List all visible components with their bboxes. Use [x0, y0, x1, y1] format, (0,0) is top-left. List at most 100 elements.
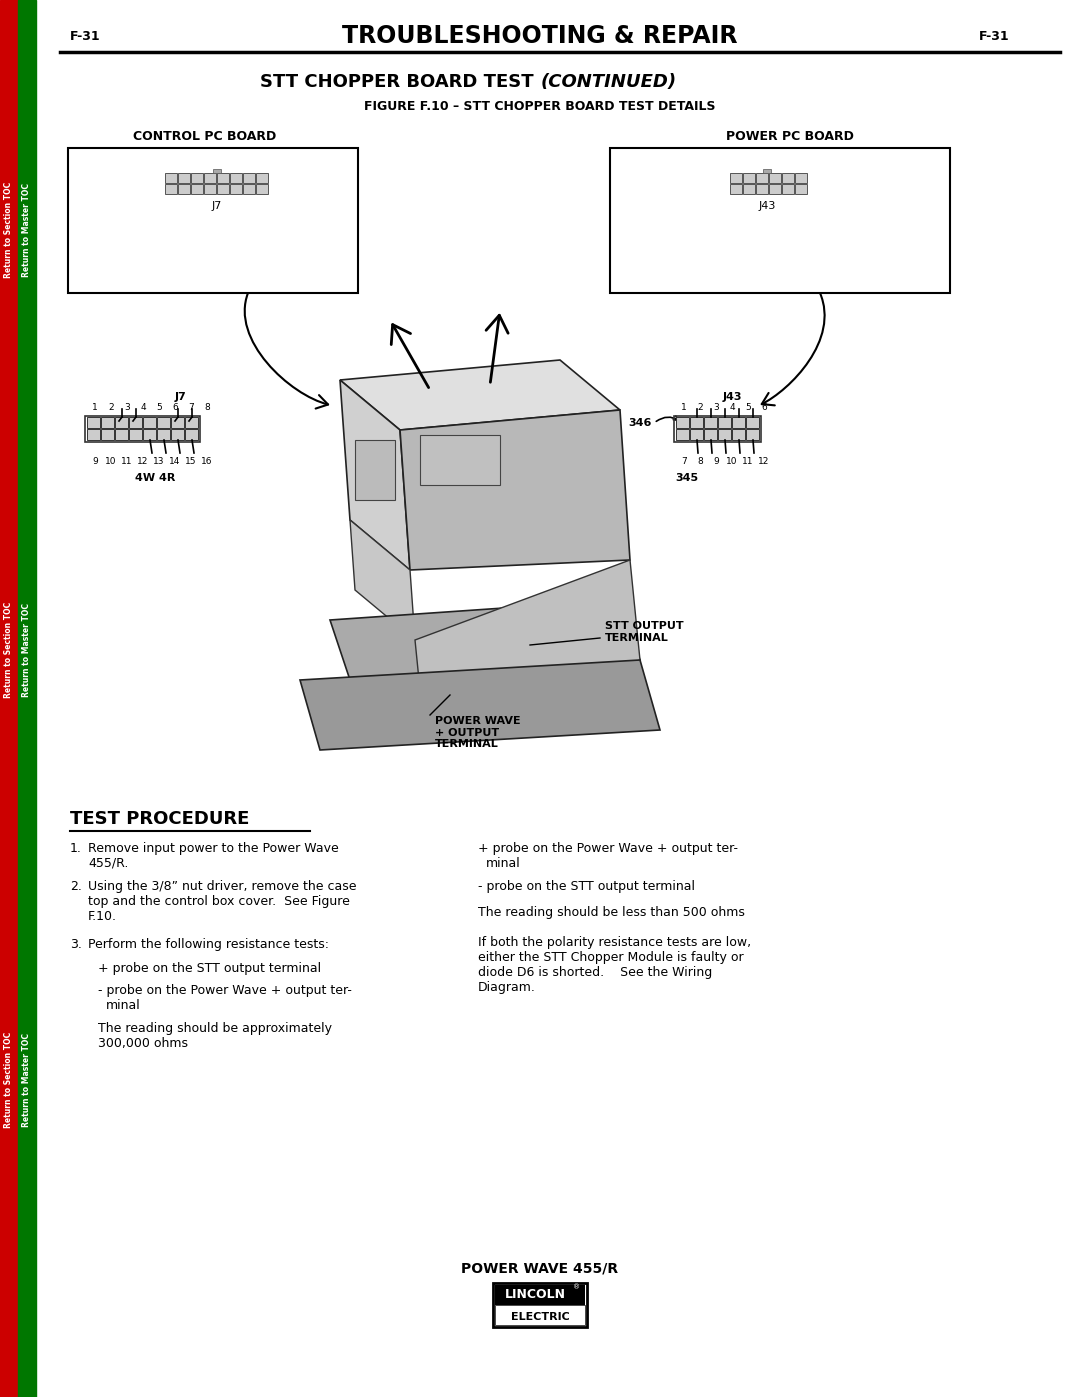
- Text: ELECTRIC: ELECTRIC: [511, 1312, 569, 1322]
- Bar: [704, 429, 717, 440]
- Text: 1: 1: [681, 402, 687, 412]
- Text: ®: ®: [573, 1284, 581, 1289]
- Text: 2.: 2.: [70, 880, 82, 893]
- Text: Using the 3/8” nut driver, remove the case: Using the 3/8” nut driver, remove the ca…: [87, 880, 356, 893]
- Bar: [756, 184, 768, 194]
- Bar: [204, 184, 216, 194]
- Bar: [230, 173, 242, 183]
- Text: 346: 346: [629, 418, 652, 427]
- Text: Perform the following resistance tests:: Perform the following resistance tests:: [87, 937, 329, 951]
- Bar: [191, 184, 203, 194]
- Text: minal: minal: [106, 999, 140, 1011]
- Text: top and the control box cover.  See Figure: top and the control box cover. See Figur…: [87, 895, 350, 908]
- Text: + probe on the Power Wave + output ter-: + probe on the Power Wave + output ter-: [478, 842, 738, 855]
- Text: 8: 8: [697, 457, 703, 467]
- Bar: [217, 173, 229, 183]
- Polygon shape: [400, 409, 630, 570]
- Bar: [756, 173, 768, 183]
- Bar: [674, 416, 761, 441]
- Bar: [114, 429, 129, 440]
- Bar: [87, 416, 100, 427]
- Bar: [495, 1285, 585, 1305]
- Text: Return to Master TOC: Return to Master TOC: [23, 604, 31, 697]
- Bar: [213, 169, 221, 173]
- Text: 4: 4: [729, 402, 734, 412]
- Bar: [676, 416, 689, 427]
- Bar: [690, 429, 703, 440]
- Text: 5: 5: [157, 402, 162, 412]
- Bar: [492, 1282, 588, 1327]
- Bar: [795, 184, 807, 194]
- Text: F-31: F-31: [70, 29, 100, 42]
- Text: STT CHOPPER BOARD TEST: STT CHOPPER BOARD TEST: [260, 73, 540, 91]
- Bar: [165, 184, 177, 194]
- Text: 15: 15: [186, 457, 197, 467]
- Text: 6: 6: [761, 402, 767, 412]
- Polygon shape: [340, 380, 410, 570]
- Bar: [676, 429, 689, 440]
- Text: (CONTINUED): (CONTINUED): [541, 73, 677, 91]
- Text: TEST PROCEDURE: TEST PROCEDURE: [70, 810, 249, 828]
- Bar: [230, 184, 242, 194]
- Text: Return to Master TOC: Return to Master TOC: [23, 1032, 31, 1127]
- Text: Return to Section TOC: Return to Section TOC: [4, 1032, 14, 1129]
- Text: 13: 13: [153, 457, 165, 467]
- Bar: [129, 429, 141, 440]
- Text: POWER WAVE
+ OUTPUT
TERMINAL: POWER WAVE + OUTPUT TERMINAL: [435, 717, 521, 749]
- Text: 3: 3: [124, 402, 130, 412]
- Text: 11: 11: [121, 457, 133, 467]
- Text: 2: 2: [698, 402, 703, 412]
- Bar: [143, 429, 156, 440]
- Bar: [743, 173, 755, 183]
- Bar: [782, 173, 794, 183]
- Text: 1.: 1.: [70, 842, 82, 855]
- Text: 9: 9: [92, 457, 98, 467]
- Text: J43: J43: [758, 201, 775, 211]
- Bar: [191, 173, 203, 183]
- Bar: [68, 148, 357, 293]
- Polygon shape: [340, 360, 620, 430]
- FancyArrowPatch shape: [657, 416, 678, 422]
- Text: If both the polarity resistance tests are low,: If both the polarity resistance tests ar…: [478, 936, 751, 949]
- Text: 14: 14: [170, 457, 180, 467]
- Bar: [495, 1305, 585, 1324]
- Bar: [165, 173, 177, 183]
- Text: 8: 8: [204, 402, 210, 412]
- Text: J7: J7: [212, 201, 222, 211]
- Bar: [178, 173, 190, 183]
- Text: POWER PC BOARD: POWER PC BOARD: [726, 130, 854, 142]
- Text: 4: 4: [140, 402, 146, 412]
- Text: 7: 7: [681, 457, 687, 467]
- Text: 3: 3: [713, 402, 719, 412]
- Polygon shape: [350, 520, 415, 640]
- Bar: [217, 184, 229, 194]
- Text: 3.: 3.: [70, 937, 82, 951]
- Text: diode D6 is shorted.    See the Wiring: diode D6 is shorted. See the Wiring: [478, 965, 712, 979]
- Text: 12: 12: [758, 457, 770, 467]
- Text: 1: 1: [92, 402, 98, 412]
- Bar: [762, 169, 771, 173]
- Text: 7: 7: [188, 402, 194, 412]
- Bar: [157, 429, 170, 440]
- Bar: [355, 440, 395, 500]
- Bar: [769, 184, 781, 194]
- Text: 455/R.: 455/R.: [87, 856, 129, 870]
- Bar: [178, 184, 190, 194]
- Bar: [256, 173, 268, 183]
- Bar: [256, 184, 268, 194]
- Text: CONTROL PC BOARD: CONTROL PC BOARD: [133, 130, 276, 142]
- Bar: [85, 416, 200, 441]
- Bar: [171, 429, 184, 440]
- Bar: [718, 429, 731, 440]
- Text: F.10.: F.10.: [87, 909, 117, 923]
- Text: Return to Section TOC: Return to Section TOC: [4, 602, 14, 698]
- Text: - probe on the STT output terminal: - probe on the STT output terminal: [478, 880, 696, 893]
- Text: 11: 11: [742, 457, 754, 467]
- Text: The reading should be less than 500 ohms: The reading should be less than 500 ohms: [478, 907, 745, 919]
- Polygon shape: [330, 599, 640, 680]
- Bar: [795, 173, 807, 183]
- Text: LINCOLN: LINCOLN: [504, 1288, 566, 1302]
- Text: - probe on the Power Wave + output ter-: - probe on the Power Wave + output ter-: [98, 983, 352, 997]
- Bar: [171, 416, 184, 427]
- Bar: [114, 416, 129, 427]
